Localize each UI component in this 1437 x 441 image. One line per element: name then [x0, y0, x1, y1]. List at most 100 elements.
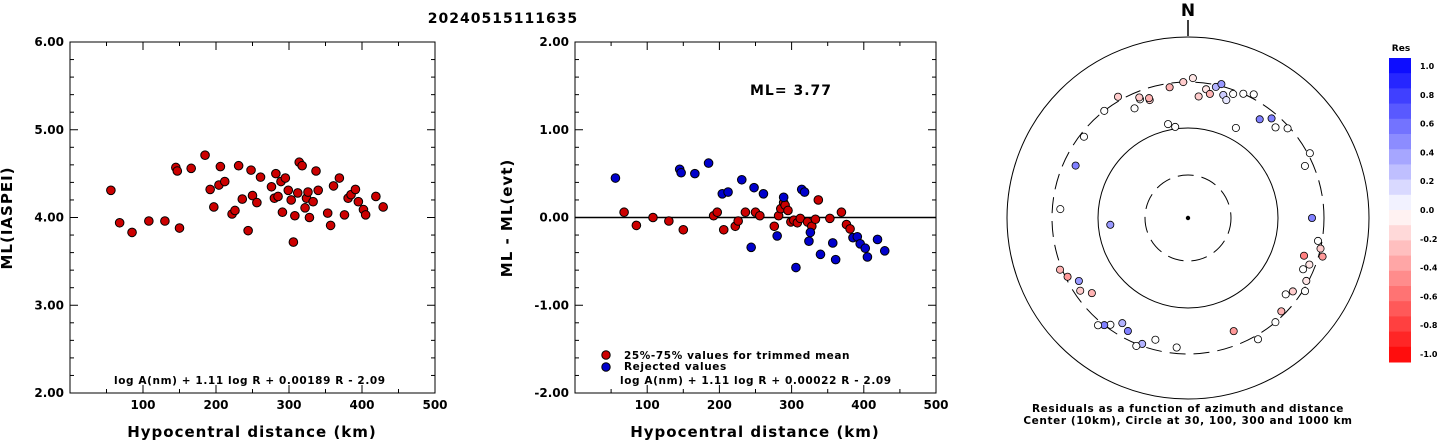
residual-point	[1300, 161, 1309, 170]
caption-line-2: Center (10km), Circle at 30, 100, 300 an…	[1023, 415, 1352, 427]
scatter-point	[290, 210, 300, 221]
north-label: N	[1181, 1, 1195, 21]
residual-point	[1100, 106, 1109, 115]
scatter-point	[297, 160, 307, 171]
residual-point	[1132, 341, 1141, 350]
colorbar-swatch	[1389, 149, 1411, 165]
colorbar-swatch	[1389, 103, 1411, 120]
colorbar-swatch	[1389, 346, 1411, 363]
colorbar-swatch	[1389, 270, 1411, 287]
residual-point	[1254, 335, 1263, 344]
residual-point	[1056, 205, 1065, 214]
colorbar-swatch	[1389, 240, 1411, 257]
residual-point	[1076, 286, 1085, 295]
scatter-point	[810, 214, 821, 225]
scatter-point	[127, 227, 137, 238]
colorbar-tick-label: -1.0	[1420, 350, 1437, 359]
formula-label: log A(nm) + 1.11 log R + 0.00022 R - 2.0…	[620, 375, 892, 387]
residual-point	[1305, 149, 1314, 158]
colorbar: Res 1.0 0.8 0.6 0.4 0.2 0.0 -0.2 -0.4 -0.6 -0.8 -1…	[1389, 44, 1437, 363]
figure-title: 20240515111635	[428, 11, 578, 27]
x-axis-label: Hypocentral distance (km)	[127, 423, 377, 441]
x-axis-label: Hypocentral distance (km)	[630, 423, 880, 441]
scatter-point	[286, 195, 296, 205]
panel-residual-vs-distance: -2.00 -1.00 0.00 1.00 2.00 100 200 300 400 500 M…	[498, 35, 949, 441]
colorbar-swatch	[1389, 73, 1411, 89]
y-tick-label: 1.00	[539, 123, 569, 137]
colorbar-swatch	[1389, 255, 1411, 272]
panel-ml-vs-distance: 2.00 3.00 4.00 5.00 6.00 100 200 300 400 500 log…	[0, 35, 448, 441]
scatter-point	[311, 166, 321, 176]
scatter-point	[712, 207, 723, 218]
scatter-point	[813, 195, 824, 205]
residual-point	[1229, 327, 1238, 336]
y-axis-label: ML - ML(evt)	[498, 159, 516, 277]
scatter-point	[845, 224, 855, 234]
residual-point	[1056, 265, 1065, 274]
residual-point	[1277, 307, 1286, 316]
colorbar-tick-label: 0.8	[1420, 91, 1435, 100]
scatter-point	[172, 166, 183, 176]
colorbar-swatch	[1389, 179, 1411, 196]
y-tick-label: 0.00	[539, 211, 569, 225]
scatter-point	[718, 224, 729, 235]
colorbar-swatch	[1389, 88, 1411, 105]
scatter-point	[271, 168, 281, 179]
panel-azimuth-distance: N Residuals as a function of azimuth and…	[1006, 1, 1370, 427]
colorbar-tick-label: -0.8	[1420, 321, 1437, 330]
scatter-point	[255, 172, 266, 182]
scatter-point	[703, 158, 714, 168]
scatter-point	[273, 191, 283, 202]
scatter-point	[631, 220, 642, 231]
colorbar-swatch	[1389, 225, 1411, 241]
scatter-point	[830, 254, 841, 265]
x-tick-label: 200	[707, 398, 732, 412]
colorbar-ticks: 1.0 0.8 0.6 0.4 0.2 0.0 -0.2 -0.4 -0.6 -0.8 -1.0	[1420, 62, 1437, 359]
scatter-point	[772, 231, 782, 241]
scatter-point	[243, 225, 253, 236]
scatter-point	[209, 202, 219, 212]
scatter-point	[200, 150, 210, 160]
scatter-point	[804, 236, 814, 246]
scatter-point	[114, 217, 125, 228]
scatter-point	[678, 224, 689, 235]
colorbar-tick-label: 0.0	[1420, 206, 1435, 215]
x-tick-label: 100	[635, 398, 660, 412]
colorbar-tick-label: 0.4	[1420, 148, 1435, 157]
scatter-point	[283, 185, 294, 196]
scatter-point	[778, 192, 789, 203]
x-tick-label: 500	[923, 398, 948, 412]
residual-point	[1229, 89, 1238, 98]
scatter-point	[860, 243, 871, 254]
scatter-point	[736, 174, 747, 185]
scatter-point	[304, 212, 315, 223]
scatter-point	[350, 184, 361, 195]
scatter-point	[749, 182, 759, 193]
colorbar-tick-label: -0.4	[1420, 264, 1437, 273]
residual-point	[1283, 124, 1292, 133]
residual-point	[1179, 78, 1188, 87]
scatter-point	[610, 173, 621, 183]
residual-point	[1106, 220, 1115, 229]
x-tick-label: 200	[203, 398, 228, 412]
y-tick-label: 2.00	[34, 386, 64, 400]
x-tick-label: 300	[276, 398, 301, 412]
x-tick-label: 400	[851, 398, 876, 412]
residual-point	[1123, 327, 1132, 336]
residual-point	[1301, 287, 1310, 296]
scatter-point	[219, 176, 230, 187]
scatter-point	[619, 207, 629, 218]
colorbar-swatches	[1389, 58, 1411, 363]
ring-100km	[1097, 127, 1279, 309]
scatter-point	[799, 187, 810, 197]
residual-point	[1313, 236, 1322, 245]
y-tick-label: 3.00	[34, 298, 64, 312]
residual-point	[1305, 260, 1314, 269]
scatter-point	[280, 173, 291, 183]
colorbar-swatch	[1389, 58, 1411, 74]
residual-point	[1145, 94, 1154, 103]
residual-point	[1300, 251, 1309, 260]
residual-point	[1316, 244, 1325, 253]
legend-label-rejected: Rejected values	[624, 361, 727, 373]
